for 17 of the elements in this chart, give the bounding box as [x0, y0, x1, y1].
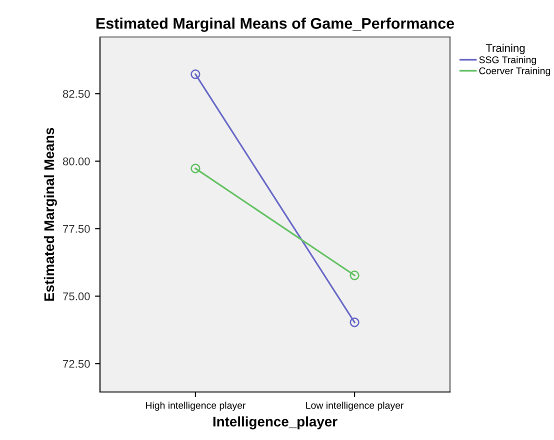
legend-title: Training — [486, 44, 525, 54]
y-tick-label: 75.00 — [63, 292, 90, 300]
x-tick-label: High intelligence player — [146, 402, 246, 411]
point — [190, 164, 200, 174]
legend-label: Coerver Training — [479, 67, 550, 76]
legend-label: SSG Training — [479, 56, 536, 66]
point — [190, 69, 200, 80]
y-axis-title: Estimated Marginal Means — [44, 128, 57, 301]
chart-title: Estimated Marginal Means of Game_Performance — [96, 18, 454, 32]
point — [350, 270, 360, 280]
y-tick-label: 72.50 — [63, 360, 90, 368]
x-axis-title: Intelligence_player — [213, 416, 338, 430]
y-tick-label: 80.00 — [62, 157, 90, 166]
point — [350, 317, 360, 328]
y-tick-label: 77.50 — [63, 224, 90, 233]
x-tick-label: Low intelligence player — [306, 402, 404, 411]
y-tick-label: 82.50 — [62, 90, 90, 98]
